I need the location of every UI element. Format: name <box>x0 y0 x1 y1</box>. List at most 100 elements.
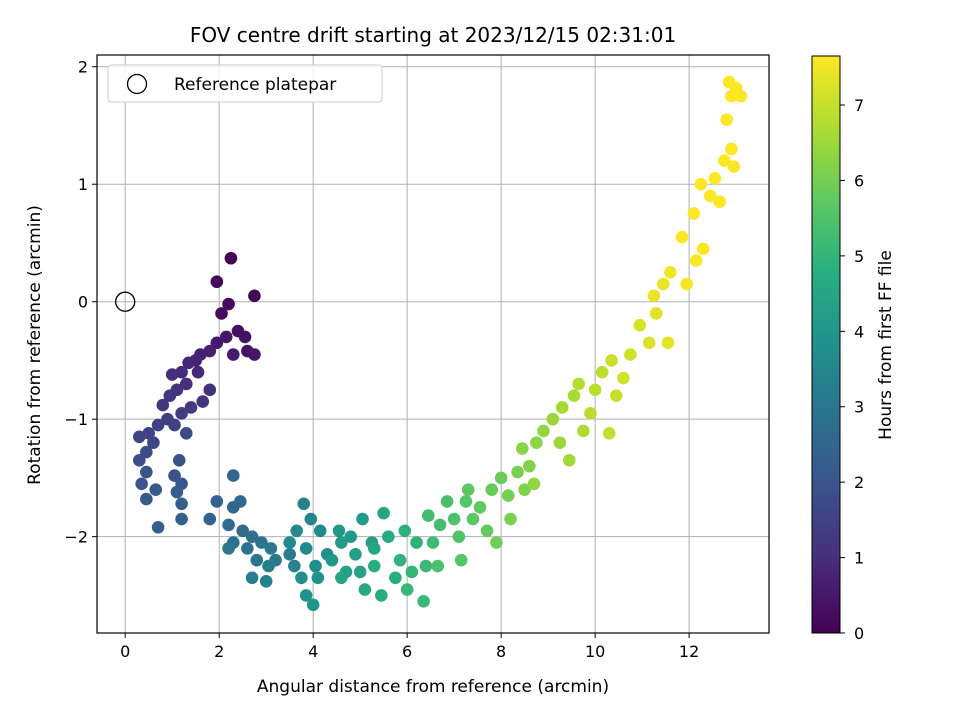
data-point <box>398 524 412 538</box>
data-points <box>132 75 748 612</box>
data-point <box>624 348 637 361</box>
data-point <box>367 542 381 555</box>
data-point <box>393 553 407 567</box>
data-point <box>250 553 264 567</box>
colorbar-tick-label: 1 <box>854 549 864 568</box>
data-point <box>224 251 238 265</box>
data-point <box>356 512 369 526</box>
data-point <box>135 477 148 491</box>
data-point <box>633 318 647 332</box>
data-point <box>605 354 618 367</box>
legend: Reference platepar <box>107 64 383 103</box>
colorbar-ticks: 0 1 2 3 4 5 6 7 <box>840 96 864 643</box>
reference-point <box>115 291 136 312</box>
colorbar-tick-label: 0 <box>854 624 864 643</box>
data-point <box>687 207 701 220</box>
data-point <box>156 398 170 412</box>
data-point <box>689 254 703 267</box>
x-axis-ticks: 0 2 4 6 8 10 12 <box>120 633 699 661</box>
data-point <box>447 512 461 526</box>
data-point <box>410 536 423 549</box>
data-point <box>191 365 205 379</box>
data-point <box>184 401 198 414</box>
y-tick-label: −2 <box>64 528 88 547</box>
data-point <box>419 559 433 573</box>
data-point <box>377 506 390 520</box>
data-point <box>335 536 348 549</box>
data-point <box>259 575 273 588</box>
data-point <box>584 407 597 420</box>
data-point <box>203 512 217 526</box>
y-axis-ticks: −2 −1 0 1 2 <box>64 58 97 547</box>
data-point <box>262 559 275 573</box>
x-tick-label: 2 <box>214 642 224 661</box>
data-point <box>523 459 536 473</box>
data-point <box>222 297 235 311</box>
data-point <box>311 571 325 585</box>
data-point <box>215 307 228 320</box>
data-point <box>163 389 177 402</box>
data-point <box>452 530 466 543</box>
data-point <box>649 307 663 320</box>
x-tick-label: 10 <box>585 642 605 661</box>
data-point <box>222 542 235 555</box>
data-point <box>694 177 708 191</box>
data-point <box>140 465 153 479</box>
reference-platepar-marker <box>115 291 136 312</box>
data-point <box>170 485 184 499</box>
data-point <box>255 536 268 549</box>
data-point <box>515 442 529 455</box>
data-point <box>234 495 247 508</box>
colorbar-tick-label: 7 <box>854 96 864 115</box>
y-tick-label: 1 <box>78 175 88 194</box>
data-point <box>132 454 146 467</box>
data-point <box>140 445 153 459</box>
data-point <box>485 483 499 496</box>
data-point <box>288 559 301 573</box>
data-point <box>236 524 249 538</box>
colorbar-gradient <box>811 55 841 634</box>
data-point <box>461 483 475 496</box>
data-point <box>349 547 362 561</box>
colorbar-tick-label: 6 <box>854 171 864 190</box>
data-point <box>713 195 726 209</box>
data-point <box>504 512 517 526</box>
data-point <box>727 160 741 173</box>
colorbar-tick-label: 4 <box>854 322 864 341</box>
data-point <box>553 436 567 449</box>
data-point <box>222 518 235 532</box>
colorbar-tick-label: 2 <box>854 473 864 492</box>
data-point <box>151 418 165 432</box>
data-point <box>572 377 585 391</box>
data-point <box>675 230 689 244</box>
data-point <box>179 377 193 391</box>
data-point <box>358 583 372 596</box>
legend-entry-label: Reference platepar <box>174 75 336 95</box>
data-point <box>382 530 395 543</box>
colorbar-tick-label: 3 <box>854 398 864 417</box>
data-point <box>609 389 623 402</box>
data-point <box>172 454 186 467</box>
data-point <box>295 571 308 585</box>
data-point <box>203 383 217 397</box>
data-point <box>680 277 694 291</box>
data-point <box>501 489 515 502</box>
x-tick-label: 12 <box>679 642 699 661</box>
data-point <box>299 589 313 602</box>
data-point <box>132 430 146 444</box>
data-point <box>179 426 193 440</box>
data-point <box>720 113 734 126</box>
data-point <box>175 512 188 526</box>
data-point <box>168 418 181 432</box>
x-axis-title: Angular distance from reference (arcmin) <box>257 677 609 697</box>
data-point <box>306 598 320 612</box>
y-tick-label: 2 <box>78 58 88 77</box>
colorbar: 0 1 2 3 4 5 6 7 Hours from first FF file <box>811 55 896 643</box>
data-point <box>149 483 163 496</box>
legend-box <box>107 64 383 103</box>
data-point <box>537 424 550 438</box>
x-tick-label: 0 <box>120 642 130 661</box>
x-tick-label: 4 <box>308 642 318 661</box>
data-point <box>248 348 261 361</box>
